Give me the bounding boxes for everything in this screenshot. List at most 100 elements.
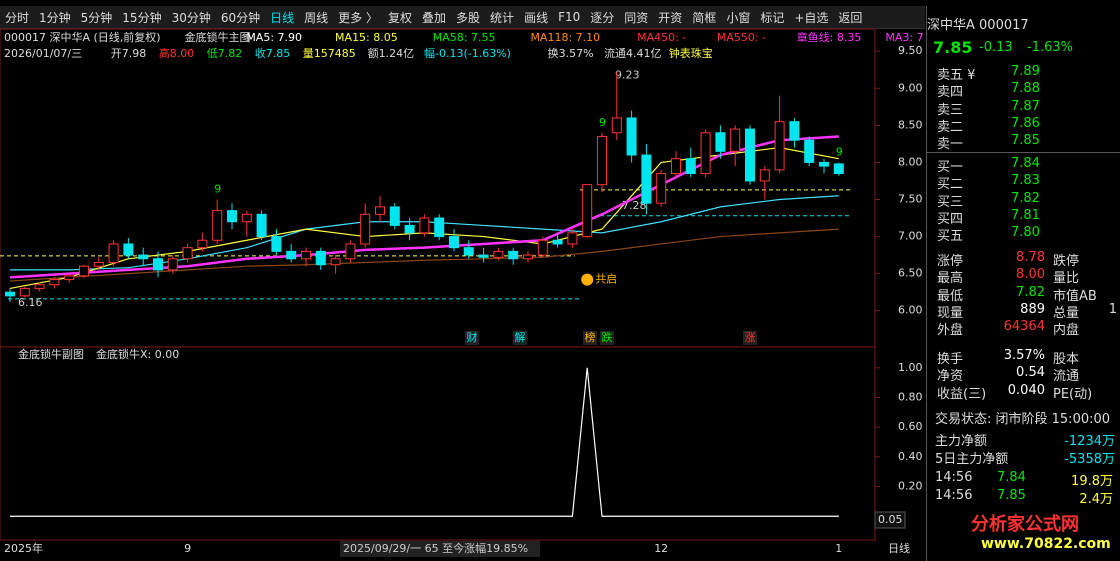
info-item: 量157485 (303, 47, 356, 60)
bid-label: 买三 (937, 194, 964, 210)
event-label: 跌 (602, 330, 613, 344)
y-tick-label: 8.00 (898, 155, 923, 168)
candle-body (5, 291, 15, 297)
candle-body (345, 243, 356, 260)
candle-body (167, 258, 178, 271)
candle-body (493, 250, 504, 258)
stat-label: 净资 (937, 369, 964, 385)
y-tick-label: 7.00 (898, 230, 923, 243)
stat-label: 跌停 (1053, 254, 1080, 269)
candle-body (182, 247, 193, 260)
candle-body (241, 213, 252, 223)
candle-body (138, 254, 149, 260)
sub-label: 金底锁牛X: 0.00 (96, 347, 179, 361)
stat-label: 内盘 (1053, 323, 1080, 339)
stat-label: 市值AB (1053, 288, 1097, 304)
toolbar-button[interactable]: 返回 (838, 10, 863, 25)
toolbar-button[interactable]: 周线 (304, 10, 329, 25)
stat-label: 量比 (1053, 271, 1080, 287)
candle-body (389, 206, 400, 226)
ask-label: 卖一 (937, 137, 964, 153)
toolbar-button[interactable]: 画线 (524, 10, 549, 25)
info-item: 额1.24亿 (368, 47, 415, 60)
toolbar-button[interactable]: 30分钟 (171, 10, 211, 25)
separator (927, 152, 1120, 153)
candle-body (360, 213, 371, 245)
candle-body (197, 239, 208, 249)
stat-label: 现量 (937, 305, 964, 321)
toolbar-button[interactable]: 分时 (5, 10, 30, 25)
toolbar-button[interactable]: 复权 (388, 10, 413, 25)
candle-body (819, 161, 829, 167)
tick-price: 7.84 (997, 470, 1026, 485)
candle-body (626, 117, 637, 156)
toolbar-button[interactable]: 日线 (270, 10, 295, 25)
ask-label: 卖四 (937, 85, 964, 101)
candle-body (508, 250, 519, 260)
candle-body (715, 132, 726, 152)
ask-price: 7.88 (1011, 81, 1040, 97)
candle-body (123, 243, 134, 256)
bid-price: 7.81 (1011, 207, 1040, 223)
stat-value: 8.00 (1016, 267, 1045, 283)
candle-body (434, 217, 445, 238)
stat-label: 外盘 (937, 323, 964, 339)
toolbar-button[interactable]: 同资 (624, 10, 649, 25)
ask-label: 卖三 (937, 102, 964, 118)
signal-line (10, 367, 839, 517)
toolbar-button[interactable]: +自选 (794, 10, 829, 25)
event-label: 涨 (745, 331, 756, 344)
candle-body (108, 243, 119, 263)
candle-body (449, 236, 459, 249)
toolbar-button[interactable]: 5分钟 (80, 10, 113, 25)
toolbar-button[interactable]: 小窗 (726, 10, 751, 25)
candle-body (656, 173, 667, 204)
bid-label: 买五 (937, 229, 964, 245)
toolbar-button[interactable]: 15分钟 (122, 10, 162, 25)
toolbar-button[interactable]: 逐分 (590, 10, 615, 25)
toolbar-button[interactable]: 统计 (490, 10, 515, 25)
ask-label: 卖二 (937, 119, 964, 135)
y-tick-label: 1.00 (898, 361, 923, 374)
candle-body (93, 261, 104, 267)
stat-label: 总量 (1053, 305, 1080, 321)
info-item: MA5: 7.90 (246, 31, 302, 44)
toolbar-button[interactable]: 简框 (692, 10, 717, 25)
stat-label: 收益(三) (937, 386, 987, 402)
toolbar-button[interactable]: 60分钟 (220, 10, 261, 25)
status-label: 2025/09/29/一 65 至今涨幅19.85% (343, 541, 528, 555)
toolbar-button[interactable]: 更多 〉 (338, 10, 378, 25)
candle-body (759, 169, 770, 182)
y-tick-label: 9.00 (898, 81, 923, 94)
y-tick-label: 0.60 (898, 420, 923, 433)
nine-label: 9 (599, 116, 606, 129)
level-label: 9.23 (615, 68, 640, 81)
toolbar-button[interactable]: 开资 (658, 10, 683, 25)
info-item: MA118: 7.10 (530, 31, 600, 44)
candle-body (330, 258, 341, 266)
info-item: 章鱼线: 8.35 (797, 30, 862, 44)
candle-body (582, 184, 593, 238)
event-box (583, 331, 597, 345)
candle-body (671, 158, 681, 175)
nine-label: 9 (214, 182, 221, 195)
candle-body (19, 287, 30, 297)
candle-body (463, 247, 474, 256)
candle-body (153, 258, 163, 271)
bid-label: 买一 (937, 160, 964, 175)
stat-label: PE(动) (1053, 386, 1093, 402)
y-tick-label: 6.00 (898, 304, 923, 317)
toolbar-button[interactable]: 标记 (760, 10, 785, 25)
toolbar-button[interactable]: 多股 (456, 10, 481, 25)
stat-label: 换手 (937, 352, 964, 367)
toolbar-button[interactable]: 1分钟 (39, 10, 71, 25)
ask-price: 7.86 (1011, 115, 1040, 131)
toolbar-button[interactable]: 叠加 (422, 10, 447, 25)
ma-line (9, 228, 839, 282)
trade-state: 交易状态: 闭市阶段 15:00:00 (935, 412, 1111, 427)
bid-price: 7.83 (1011, 173, 1040, 189)
toolbar-button[interactable]: F10 (558, 10, 581, 24)
flow-label: 主力净额 (935, 434, 988, 449)
y-tick-label: 9.50 (898, 44, 923, 57)
tick-price: 7.85 (997, 488, 1026, 503)
